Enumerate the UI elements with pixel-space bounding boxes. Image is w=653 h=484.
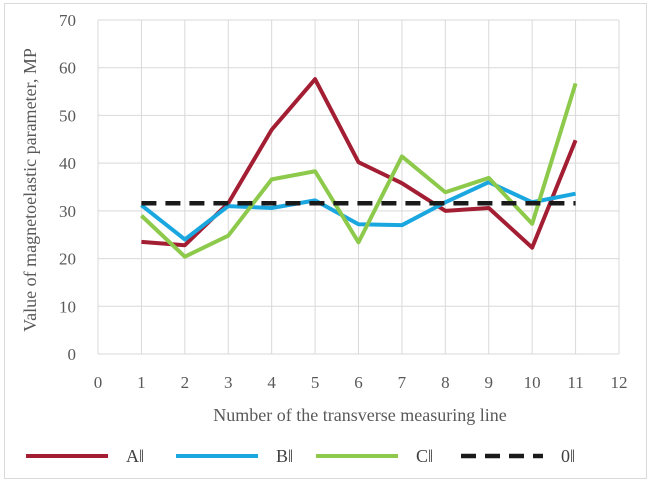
x-tick-label: 12 [611, 373, 628, 392]
y-axis-title: Value of magnetoelastic parameter, MP [20, 48, 40, 332]
x-tick-label: 3 [224, 373, 233, 392]
y-tick-label: 60 [59, 59, 76, 78]
x-tick-label: 8 [441, 373, 450, 392]
y-tick-label: 70 [59, 11, 76, 30]
x-tick-label: 11 [567, 373, 583, 392]
x-tick-label: 2 [181, 373, 190, 392]
y-tick-labels: 0 10 20 30 40 50 60 70 [59, 11, 76, 364]
y-tick-label: 20 [59, 250, 76, 269]
y-tick-label: 30 [59, 202, 76, 221]
x-tick-label: 5 [311, 373, 320, 392]
x-tick-label: 4 [267, 373, 276, 392]
x-tick-label: 6 [354, 373, 363, 392]
gridlines [97, 19, 620, 355]
legend: A‖ B‖ C‖ 0‖ [26, 446, 575, 466]
series-line [140, 82, 578, 259]
legend-label: 0‖ [561, 446, 575, 466]
legend-label: A‖ [126, 446, 144, 466]
x-axis-title: Number of the transverse measuring line [213, 405, 506, 425]
x-tick-label: 9 [485, 373, 494, 392]
series-lines [140, 77, 578, 259]
y-tick-label: 0 [68, 345, 77, 364]
legend-label: C‖ [416, 446, 433, 466]
x-tick-label: 1 [137, 373, 146, 392]
chart-frame [4, 3, 647, 479]
y-tick-label: 50 [59, 106, 76, 125]
x-tick-label: 7 [398, 373, 407, 392]
x-tick-label: 10 [524, 373, 541, 392]
x-tick-labels: 0 1 2 3 4 5 6 7 8 9 10 11 12 [94, 373, 628, 392]
series-line [140, 180, 576, 242]
legend-label: B‖ [276, 446, 293, 466]
y-tick-label: 10 [59, 297, 76, 316]
y-tick-label: 40 [59, 154, 76, 173]
x-tick-label: 0 [94, 373, 103, 392]
